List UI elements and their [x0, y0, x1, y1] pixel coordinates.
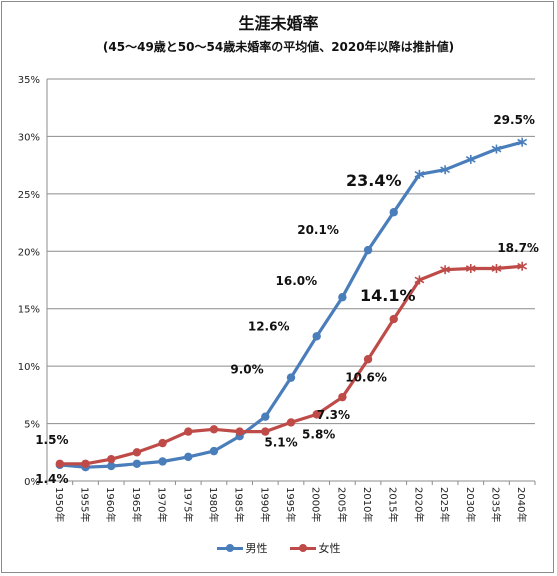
data-point-male: [363, 245, 373, 255]
data-label: 29.5%: [493, 113, 535, 127]
data-label: 12.6%: [248, 319, 290, 333]
data-label: 1.4%: [35, 472, 68, 486]
data-label: 23.4%: [346, 171, 402, 190]
data-label: 7.3%: [317, 408, 350, 422]
x-tick-label: 1980年: [207, 487, 220, 522]
data-point-female: [261, 427, 270, 436]
x-tick-label: 2000年: [310, 487, 323, 522]
x-tick-label: 1970年: [156, 487, 169, 522]
data-point-female: [132, 448, 142, 457]
data-point-female: [81, 459, 90, 468]
legend-label-male: 男性: [245, 542, 268, 555]
data-point-male: [184, 452, 193, 462]
y-tick-label: 15%: [18, 305, 40, 316]
x-tick-label: 2030年: [464, 487, 477, 522]
x-tick-label: 1975年: [181, 487, 194, 522]
y-tick-label: 20%: [18, 247, 40, 258]
data-point-female: [55, 459, 65, 468]
data-label: 9.0%: [230, 363, 263, 377]
data-point-female: [440, 265, 451, 275]
y-tick-label: 25%: [18, 190, 40, 201]
legend-item-female: 女性: [289, 540, 341, 556]
data-point-female: [235, 427, 244, 436]
x-tick-label: 2020年: [412, 487, 425, 522]
chart-subtitle: (45～49歳と50～54歳未婚率の平均値、2020年以降は推計値): [102, 40, 455, 54]
x-tick-label: 1955年: [79, 487, 92, 522]
data-point-male: [517, 137, 528, 147]
data-point-female: [517, 261, 528, 271]
legend-item-male: 男性: [216, 540, 268, 556]
data-point-female: [158, 438, 167, 448]
data-point-male: [286, 373, 296, 382]
x-tick-label: 1960年: [104, 487, 117, 522]
data-point-female: [209, 425, 219, 434]
data-point-male: [209, 446, 219, 456]
x-tick-label: 2025年: [438, 487, 451, 522]
chart-title: 生涯未婚率: [238, 14, 319, 33]
data-point-female: [491, 264, 502, 274]
y-tick-label: 0%: [24, 477, 40, 488]
data-label: 18.7%: [497, 241, 539, 255]
data-point-female: [312, 410, 321, 419]
x-tick-label: 2005年: [335, 487, 348, 522]
data-point-male: [465, 154, 476, 164]
data-label: 20.1%: [297, 223, 339, 237]
data-point-male: [440, 165, 451, 175]
legend: 男性 女性: [0, 540, 557, 556]
data-point-male: [132, 459, 142, 468]
data-point-female: [184, 427, 193, 436]
x-tick-label: 1985年: [233, 487, 246, 522]
data-point-female: [107, 454, 116, 464]
x-tick-label: 1990年: [258, 487, 271, 522]
data-point-male: [491, 144, 502, 154]
data-label: 16.0%: [276, 274, 318, 288]
x-tick-label: 1950年: [53, 487, 66, 522]
y-tick-label: 10%: [18, 362, 40, 373]
data-point-female: [465, 264, 476, 274]
legend-swatch-male: [216, 543, 243, 553]
data-point-male: [107, 461, 116, 471]
x-tick-label: 1965年: [130, 487, 143, 522]
data-label: 10.6%: [345, 370, 387, 384]
x-tick-label: 2040年: [515, 487, 528, 522]
data-point-male: [312, 332, 321, 341]
data-point-female: [286, 418, 296, 427]
data-point-male: [261, 412, 270, 421]
data-label: 5.8%: [302, 427, 335, 441]
data-point-male: [338, 293, 347, 302]
data-label: 5.1%: [264, 435, 297, 449]
x-tick-label: 2035年: [489, 487, 502, 522]
data-point-female: [338, 392, 347, 402]
x-tick-label: 1995年: [284, 487, 297, 522]
data-point-female: [363, 355, 373, 364]
data-point-male: [389, 208, 398, 217]
y-tick-label: 35%: [18, 75, 40, 86]
legend-label-female: 女性: [318, 542, 341, 555]
data-point-female: [414, 275, 425, 285]
series-line-female: [59, 264, 523, 466]
x-tick-label: 2015年: [387, 487, 400, 522]
data-point-male: [158, 457, 167, 466]
y-tick-label: 30%: [18, 132, 40, 143]
data-label: 14.1%: [360, 286, 416, 305]
data-point-male: [414, 169, 425, 179]
data-label: 1.5%: [35, 433, 68, 447]
legend-swatch-female: [289, 543, 316, 553]
y-tick-label: 5%: [24, 420, 40, 431]
x-tick-label: 2010年: [361, 487, 374, 522]
data-point-female: [389, 314, 398, 324]
